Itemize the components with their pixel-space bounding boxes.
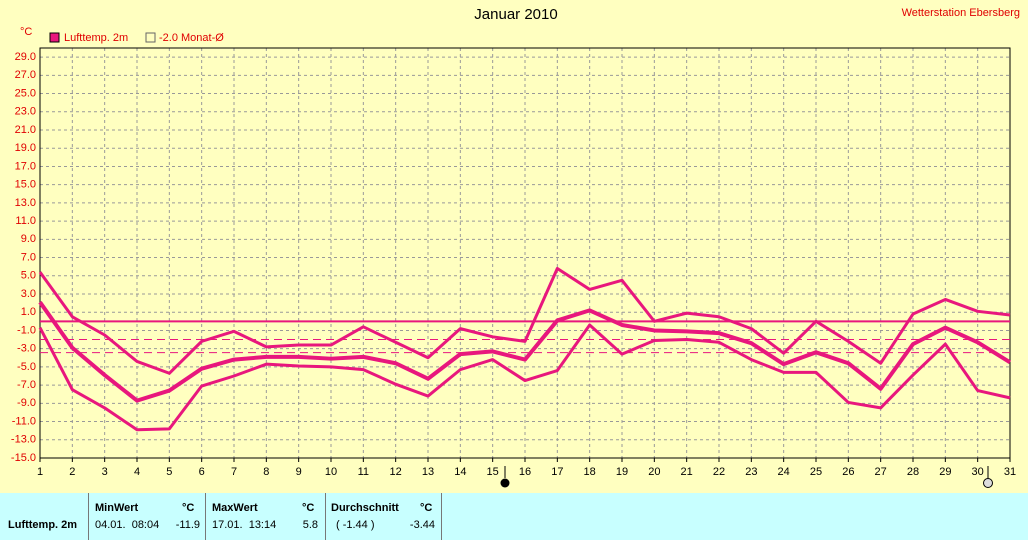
y-tick-label: 17.0 <box>15 160 36 172</box>
separator <box>205 493 206 540</box>
y-tick-label: 27.0 <box>15 69 36 81</box>
x-tick-label: 7 <box>231 466 237 478</box>
x-tick-label: 20 <box>648 466 660 478</box>
cell: ( -1.44 ) <box>336 519 375 531</box>
y-tick-label: -1.0 <box>17 324 36 336</box>
cell: -11.9 <box>175 519 200 531</box>
header: MinWert <box>95 502 139 514</box>
header: Durchschnitt <box>331 502 399 514</box>
x-tick-label: 27 <box>875 466 887 478</box>
x-tick-label: 13 <box>422 466 434 478</box>
cell: 17.01. 13:14 <box>212 519 277 531</box>
y-tick-label: 7.0 <box>21 251 36 263</box>
station: Wetterstation Ebersberg <box>902 7 1020 19</box>
unit: °C <box>20 26 32 38</box>
x-tick-label: 21 <box>681 466 693 478</box>
x-tick-label: 10 <box>325 466 337 478</box>
y-tick-label: 25.0 <box>15 87 36 99</box>
y-tick-label: 13.0 <box>15 197 36 209</box>
cell: 5.8 <box>302 519 318 531</box>
moon-icon <box>500 478 510 488</box>
x-tick-label: 5 <box>166 466 172 478</box>
y-tick-label: 21.0 <box>15 124 36 136</box>
x-tick-label: 16 <box>519 466 531 478</box>
x-tick-label: 15 <box>487 466 499 478</box>
row-label: Lufttemp. 2m <box>8 519 78 531</box>
legend-label: Lufttemp. 2m <box>64 32 128 44</box>
y-tick-label: -3.0 <box>17 343 36 355</box>
x-tick-label: 22 <box>713 466 725 478</box>
legend-label: -2.0 Monat-Ø <box>159 32 224 44</box>
temp-line <box>38 266 1011 375</box>
x-tick-label: 14 <box>454 466 466 478</box>
x-tick-label: 8 <box>263 466 269 478</box>
chart: Januar 2010 Wetterstation Ebersberg °C L… <box>11 6 1020 488</box>
legend-swatch <box>145 32 156 43</box>
moon-icon <box>983 478 993 488</box>
chart-title: Januar 2010 <box>474 6 557 23</box>
y-tick-label: 11.0 <box>15 215 36 227</box>
x-tick-label: 18 <box>584 466 596 478</box>
x-tick-label: 4 <box>134 466 140 478</box>
separator <box>325 493 326 540</box>
x-tick-label: 3 <box>102 466 108 478</box>
separator <box>441 493 442 540</box>
y-tick-label: 23.0 <box>15 106 36 118</box>
temp-line <box>38 323 1011 432</box>
y-tick-label: 9.0 <box>21 233 36 245</box>
x-tick-label: 12 <box>390 466 402 478</box>
x-tick-label: 11 <box>358 466 369 478</box>
cell: 04.01. 08:04 <box>95 519 160 531</box>
x-tick-label: 24 <box>778 466 790 478</box>
y-tick-label: 15.0 <box>15 179 36 191</box>
x-tick-label: 6 <box>199 466 205 478</box>
x-tick-label: 26 <box>842 466 854 478</box>
cell: -3.44 <box>409 519 435 531</box>
legend-swatch <box>49 32 60 43</box>
y-tick-label: -5.0 <box>17 361 36 373</box>
y-tick-label: -13.0 <box>11 434 36 446</box>
x-tick-label: 9 <box>296 466 302 478</box>
x-tick-label: 31 <box>1004 466 1016 478</box>
header: °C <box>302 502 315 514</box>
y-tick-label: 3.0 <box>21 288 36 300</box>
header: °C <box>420 502 433 514</box>
x-tick-label: 1 <box>37 466 43 478</box>
header: °C <box>182 502 195 514</box>
stats-table: MinWert °C MaxWert °C Durchschnitt °C Lu… <box>0 493 1028 540</box>
x-tick-label: 30 <box>972 466 984 478</box>
x-tick-label: 2 <box>69 466 75 478</box>
y-tick-label: -15.0 <box>11 452 36 464</box>
x-tick-label: 23 <box>745 466 757 478</box>
x-tick-label: 29 <box>939 466 951 478</box>
x-tick-label: 28 <box>907 466 919 478</box>
x-tick-label: 19 <box>616 466 628 478</box>
y-tick-label: 1.0 <box>21 306 36 318</box>
y-tick-label: 19.0 <box>15 142 36 154</box>
x-tick-label: 17 <box>551 466 563 478</box>
header: MaxWert <box>212 502 258 514</box>
y-tick-label: -11.0 <box>12 415 36 427</box>
separator <box>88 493 89 540</box>
y-tick-label: 29.0 <box>15 51 36 63</box>
y-tick-label: -7.0 <box>17 379 36 391</box>
x-tick-label: 25 <box>810 466 822 478</box>
plot-frame <box>39 47 1011 459</box>
temp-line <box>38 301 1012 403</box>
y-tick-label: 5.0 <box>21 270 36 282</box>
y-tick-label: -9.0 <box>17 397 36 409</box>
